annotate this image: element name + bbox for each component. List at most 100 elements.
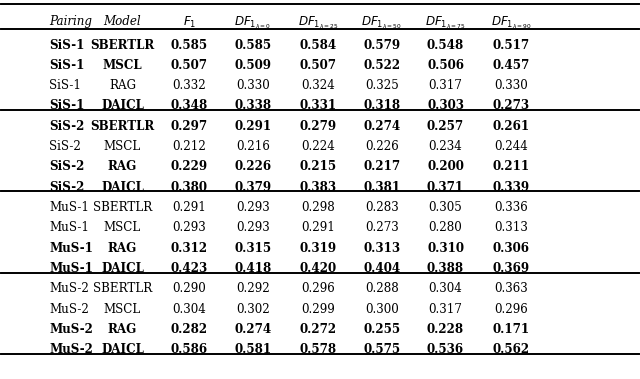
Text: 0.298: 0.298 bbox=[301, 201, 335, 214]
Text: $DF_{1_{\lambda=0}}$: $DF_{1_{\lambda=0}}$ bbox=[234, 14, 272, 31]
Text: MSCL: MSCL bbox=[104, 303, 141, 316]
Text: 0.244: 0.244 bbox=[494, 140, 528, 153]
Text: 0.383: 0.383 bbox=[300, 181, 337, 194]
Text: 0.457: 0.457 bbox=[493, 59, 530, 72]
Text: 0.420: 0.420 bbox=[300, 262, 337, 275]
Text: 0.282: 0.282 bbox=[171, 323, 208, 336]
Text: MuS-1: MuS-1 bbox=[49, 221, 89, 234]
Text: 0.313: 0.313 bbox=[364, 242, 401, 255]
Text: 0.273: 0.273 bbox=[365, 221, 399, 234]
Text: 0.215: 0.215 bbox=[300, 160, 337, 174]
Text: 0.297: 0.297 bbox=[171, 120, 208, 133]
Text: DAICL: DAICL bbox=[101, 343, 144, 356]
Text: 0.291: 0.291 bbox=[301, 221, 335, 234]
Text: 0.317: 0.317 bbox=[429, 303, 463, 316]
Text: DAICL: DAICL bbox=[101, 181, 144, 194]
Text: 0.319: 0.319 bbox=[300, 242, 337, 255]
Text: 0.216: 0.216 bbox=[236, 140, 270, 153]
Text: 0.548: 0.548 bbox=[427, 39, 464, 52]
Text: 0.339: 0.339 bbox=[493, 181, 530, 194]
Text: 0.272: 0.272 bbox=[300, 323, 337, 336]
Text: 0.292: 0.292 bbox=[236, 282, 270, 295]
Text: SiS-2: SiS-2 bbox=[49, 160, 84, 174]
Text: 0.280: 0.280 bbox=[429, 221, 463, 234]
Text: $DF_{1_{\lambda=50}}$: $DF_{1_{\lambda=50}}$ bbox=[362, 14, 403, 31]
Text: 0.273: 0.273 bbox=[493, 99, 530, 113]
Text: 0.562: 0.562 bbox=[493, 343, 530, 356]
Text: 0.338: 0.338 bbox=[234, 99, 271, 113]
Text: SiS-2: SiS-2 bbox=[49, 181, 84, 194]
Text: 0.200: 0.200 bbox=[427, 160, 464, 174]
Text: 0.381: 0.381 bbox=[364, 181, 401, 194]
Text: 0.304: 0.304 bbox=[429, 282, 463, 295]
Text: MSCL: MSCL bbox=[104, 221, 141, 234]
Text: 0.310: 0.310 bbox=[427, 242, 464, 255]
Text: 0.290: 0.290 bbox=[173, 282, 206, 295]
Text: 0.303: 0.303 bbox=[427, 99, 464, 113]
Text: MuS-2: MuS-2 bbox=[49, 282, 89, 295]
Text: SBERTLR: SBERTLR bbox=[93, 201, 152, 214]
Text: 0.369: 0.369 bbox=[493, 262, 530, 275]
Text: 0.506: 0.506 bbox=[427, 59, 464, 72]
Text: 0.325: 0.325 bbox=[365, 79, 399, 92]
Text: 0.293: 0.293 bbox=[236, 221, 270, 234]
Text: 0.331: 0.331 bbox=[300, 99, 337, 113]
Text: 0.293: 0.293 bbox=[236, 201, 270, 214]
Text: 0.404: 0.404 bbox=[363, 262, 401, 275]
Text: 0.423: 0.423 bbox=[171, 262, 208, 275]
Text: 0.418: 0.418 bbox=[234, 262, 272, 275]
Text: $DF_{1_{\lambda=90}}$: $DF_{1_{\lambda=90}}$ bbox=[491, 14, 532, 31]
Text: MuS-1: MuS-1 bbox=[49, 262, 93, 275]
Text: SiS-1: SiS-1 bbox=[49, 79, 81, 92]
Text: 0.317: 0.317 bbox=[429, 79, 463, 92]
Text: MuS-2: MuS-2 bbox=[49, 343, 93, 356]
Text: 0.330: 0.330 bbox=[494, 79, 528, 92]
Text: 0.261: 0.261 bbox=[493, 120, 530, 133]
Text: 0.291: 0.291 bbox=[172, 201, 206, 214]
Text: Pairing: Pairing bbox=[49, 14, 92, 28]
Text: 0.313: 0.313 bbox=[494, 221, 528, 234]
Text: 0.579: 0.579 bbox=[364, 39, 401, 52]
Text: 0.300: 0.300 bbox=[365, 303, 399, 316]
Text: 0.585: 0.585 bbox=[234, 39, 271, 52]
Text: 0.296: 0.296 bbox=[301, 282, 335, 295]
Text: DAICL: DAICL bbox=[101, 99, 144, 113]
Text: $DF_{1_{\lambda=75}}$: $DF_{1_{\lambda=75}}$ bbox=[425, 14, 466, 31]
Text: MuS-1: MuS-1 bbox=[49, 242, 93, 255]
Text: 0.217: 0.217 bbox=[364, 160, 401, 174]
Text: 0.288: 0.288 bbox=[365, 282, 399, 295]
Text: MSCL: MSCL bbox=[104, 140, 141, 153]
Text: 0.586: 0.586 bbox=[171, 343, 208, 356]
Text: 0.332: 0.332 bbox=[173, 79, 206, 92]
Text: RAG: RAG bbox=[108, 160, 137, 174]
Text: 0.585: 0.585 bbox=[171, 39, 208, 52]
Text: 0.388: 0.388 bbox=[427, 262, 464, 275]
Text: 0.274: 0.274 bbox=[363, 120, 401, 133]
Text: 0.575: 0.575 bbox=[364, 343, 401, 356]
Text: 0.584: 0.584 bbox=[300, 39, 337, 52]
Text: 0.299: 0.299 bbox=[301, 303, 335, 316]
Text: 0.507: 0.507 bbox=[171, 59, 208, 72]
Text: 0.283: 0.283 bbox=[365, 201, 399, 214]
Text: 0.224: 0.224 bbox=[301, 140, 335, 153]
Text: RAG: RAG bbox=[109, 79, 136, 92]
Text: 0.228: 0.228 bbox=[427, 323, 464, 336]
Text: MuS-2: MuS-2 bbox=[49, 323, 93, 336]
Text: 0.371: 0.371 bbox=[427, 181, 464, 194]
Text: 0.581: 0.581 bbox=[234, 343, 271, 356]
Text: 0.229: 0.229 bbox=[171, 160, 208, 174]
Text: MuS-1: MuS-1 bbox=[49, 201, 89, 214]
Text: 0.226: 0.226 bbox=[365, 140, 399, 153]
Text: SBERTLR: SBERTLR bbox=[93, 282, 152, 295]
Text: SBERTLR: SBERTLR bbox=[90, 39, 155, 52]
Text: 0.522: 0.522 bbox=[364, 59, 401, 72]
Text: 0.318: 0.318 bbox=[364, 99, 401, 113]
Text: 0.274: 0.274 bbox=[234, 323, 272, 336]
Text: SiS-1: SiS-1 bbox=[49, 59, 84, 72]
Text: 0.330: 0.330 bbox=[236, 79, 270, 92]
Text: 0.363: 0.363 bbox=[494, 282, 528, 295]
Text: 0.305: 0.305 bbox=[429, 201, 463, 214]
Text: RAG: RAG bbox=[108, 323, 137, 336]
Text: 0.226: 0.226 bbox=[234, 160, 271, 174]
Text: $F_1$: $F_1$ bbox=[182, 14, 196, 30]
